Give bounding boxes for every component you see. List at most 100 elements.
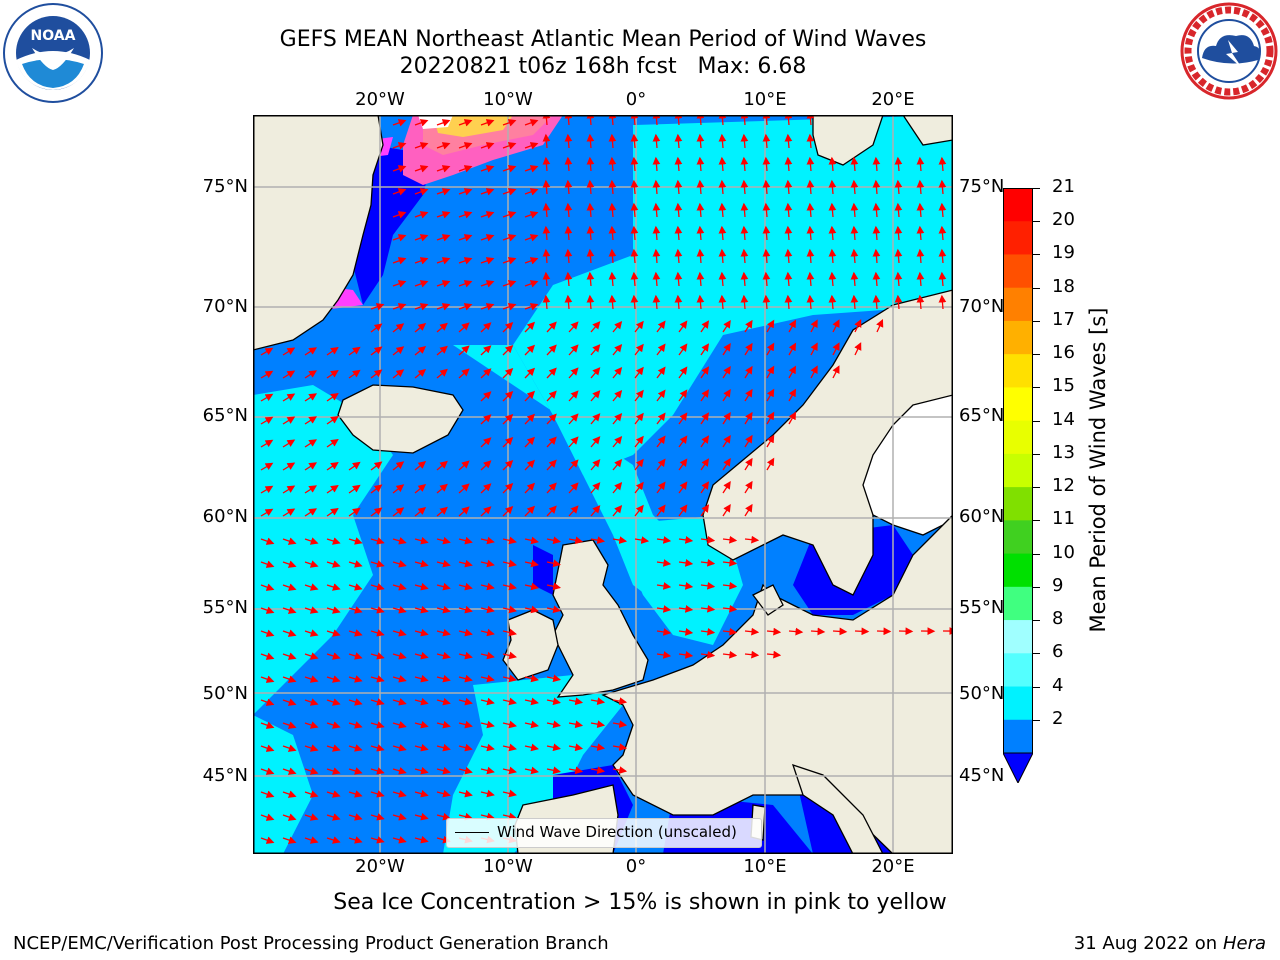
wind-wave-arrow <box>630 225 639 241</box>
wind-wave-arrow <box>828 179 837 195</box>
lon-label-top-5: 20°E <box>871 89 915 110</box>
wind-wave-arrow <box>348 652 363 660</box>
wind-wave-arrow <box>696 133 705 149</box>
wind-wave-arrow <box>854 319 862 333</box>
wind-wave-arrow <box>326 675 341 683</box>
wind-wave-arrow <box>260 560 275 568</box>
wind-wave-arrow <box>392 188 407 196</box>
wind-wave-arrow <box>744 535 760 544</box>
colorbar-segment <box>1003 287 1033 322</box>
wind-wave-arrow <box>630 156 639 172</box>
wind-wave-arrow <box>678 389 688 402</box>
wind-wave-arrow <box>502 651 517 660</box>
footer-host: Hera <box>1222 933 1266 954</box>
colorbar-tick-label: 8 <box>1052 608 1064 630</box>
wind-wave-arrow <box>480 812 495 821</box>
wind-wave-arrow <box>414 720 429 729</box>
wind-wave-arrow <box>282 606 297 614</box>
wind-wave-arrow <box>326 721 341 729</box>
wind-wave-arrow <box>282 813 297 821</box>
wind-wave-arrow <box>656 389 666 402</box>
wind-wave-arrow <box>502 720 517 729</box>
wind-wave-arrow <box>762 225 771 241</box>
colorbar-tick-label: 17 <box>1052 308 1075 330</box>
wind-wave-arrow <box>828 294 837 310</box>
wind-wave-arrow <box>894 225 903 241</box>
wind-wave-arrow <box>762 294 771 310</box>
wind-wave-arrow <box>810 319 818 333</box>
wind-wave-arrow <box>590 743 606 751</box>
wind-wave-arrow <box>370 767 385 775</box>
wind-wave-arrow <box>806 271 815 287</box>
lat-label-right-65: 65°N <box>959 405 1005 426</box>
wind-wave-arrow <box>608 115 617 126</box>
wind-wave-arrow <box>612 536 628 544</box>
wind-wave-arrow <box>564 179 573 195</box>
wind-wave-arrow <box>916 202 925 218</box>
wind-wave-arrow <box>674 225 683 241</box>
wind-wave-arrow <box>502 789 517 798</box>
wind-wave-arrow <box>762 271 771 287</box>
wind-wave-arrow <box>414 483 427 494</box>
wind-wave-arrow <box>326 606 341 614</box>
wind-wave-arrow <box>590 505 601 517</box>
wind-wave-arrow <box>546 321 557 333</box>
wind-wave-arrow <box>370 560 385 568</box>
wind-wave-arrow <box>740 294 749 310</box>
wind-wave-arrow <box>480 257 495 265</box>
wind-wave-arrow <box>260 813 275 821</box>
wind-wave-arrow <box>788 411 797 425</box>
wind-wave-arrow <box>436 345 448 356</box>
wind-wave-arrow <box>392 211 407 219</box>
wind-wave-arrow <box>612 343 623 356</box>
wind-wave-arrow <box>612 697 628 705</box>
wind-wave-arrow <box>784 271 793 287</box>
footer-date: 31 Aug 2022 on <box>1073 933 1218 954</box>
wind-wave-arrow <box>414 812 429 821</box>
wind-wave-arrow <box>524 303 539 311</box>
map-frame <box>253 115 953 854</box>
chart-title: GEFS MEAN Northeast Atlantic Mean Period… <box>279 27 927 52</box>
wind-wave-arrow <box>762 202 771 218</box>
wind-wave-arrow <box>722 627 738 636</box>
wind-wave-arrow <box>656 605 672 613</box>
wind-wave-arrow <box>894 294 903 310</box>
wind-wave-arrow <box>784 248 793 264</box>
wind-wave-arrow <box>414 188 429 196</box>
wind-wave-arrow <box>480 460 492 471</box>
wind-wave-arrow <box>458 582 473 591</box>
wind-wave-arrow <box>828 156 837 172</box>
italy-land <box>791 763 884 854</box>
wind-wave-arrow <box>458 536 473 545</box>
wind-wave-arrow <box>502 280 517 288</box>
wind-wave-arrow <box>630 271 639 287</box>
wind-wave-arrow <box>678 559 694 567</box>
wind-wave-arrow <box>480 345 492 356</box>
wind-wave-arrow <box>674 156 683 172</box>
wind-wave-arrow <box>502 697 517 706</box>
wind-wave-arrow <box>348 606 363 614</box>
wind-wave-arrow <box>458 506 470 517</box>
wind-wave-arrow <box>502 165 517 173</box>
wind-wave-arrow <box>282 370 296 379</box>
wind-wave-arrow <box>568 344 579 356</box>
wind-wave-arrow <box>502 459 514 471</box>
wind-wave-arrow <box>810 342 818 356</box>
wind-wave-arrow <box>678 536 694 544</box>
wind-wave-arrow <box>502 367 514 379</box>
wind-wave-arrow <box>282 629 297 637</box>
wind-wave-arrow <box>436 483 448 494</box>
colorbar-tick-label: 6 <box>1052 641 1064 663</box>
wind-wave-arrow <box>524 720 539 729</box>
wind-wave-arrow <box>326 438 339 448</box>
wind-wave-arrow <box>762 248 771 264</box>
colorbar-tick-mark <box>1033 188 1040 189</box>
wind-wave-arrow <box>630 248 639 264</box>
wind-wave-arrow <box>744 342 753 356</box>
wind-wave-arrow <box>718 248 727 264</box>
wind-wave-arrow <box>612 412 623 425</box>
wind-wave-arrow <box>458 559 473 568</box>
wind-wave-arrow <box>718 179 727 195</box>
wind-wave-arrow <box>678 481 688 494</box>
wind-wave-arrow <box>674 294 683 310</box>
